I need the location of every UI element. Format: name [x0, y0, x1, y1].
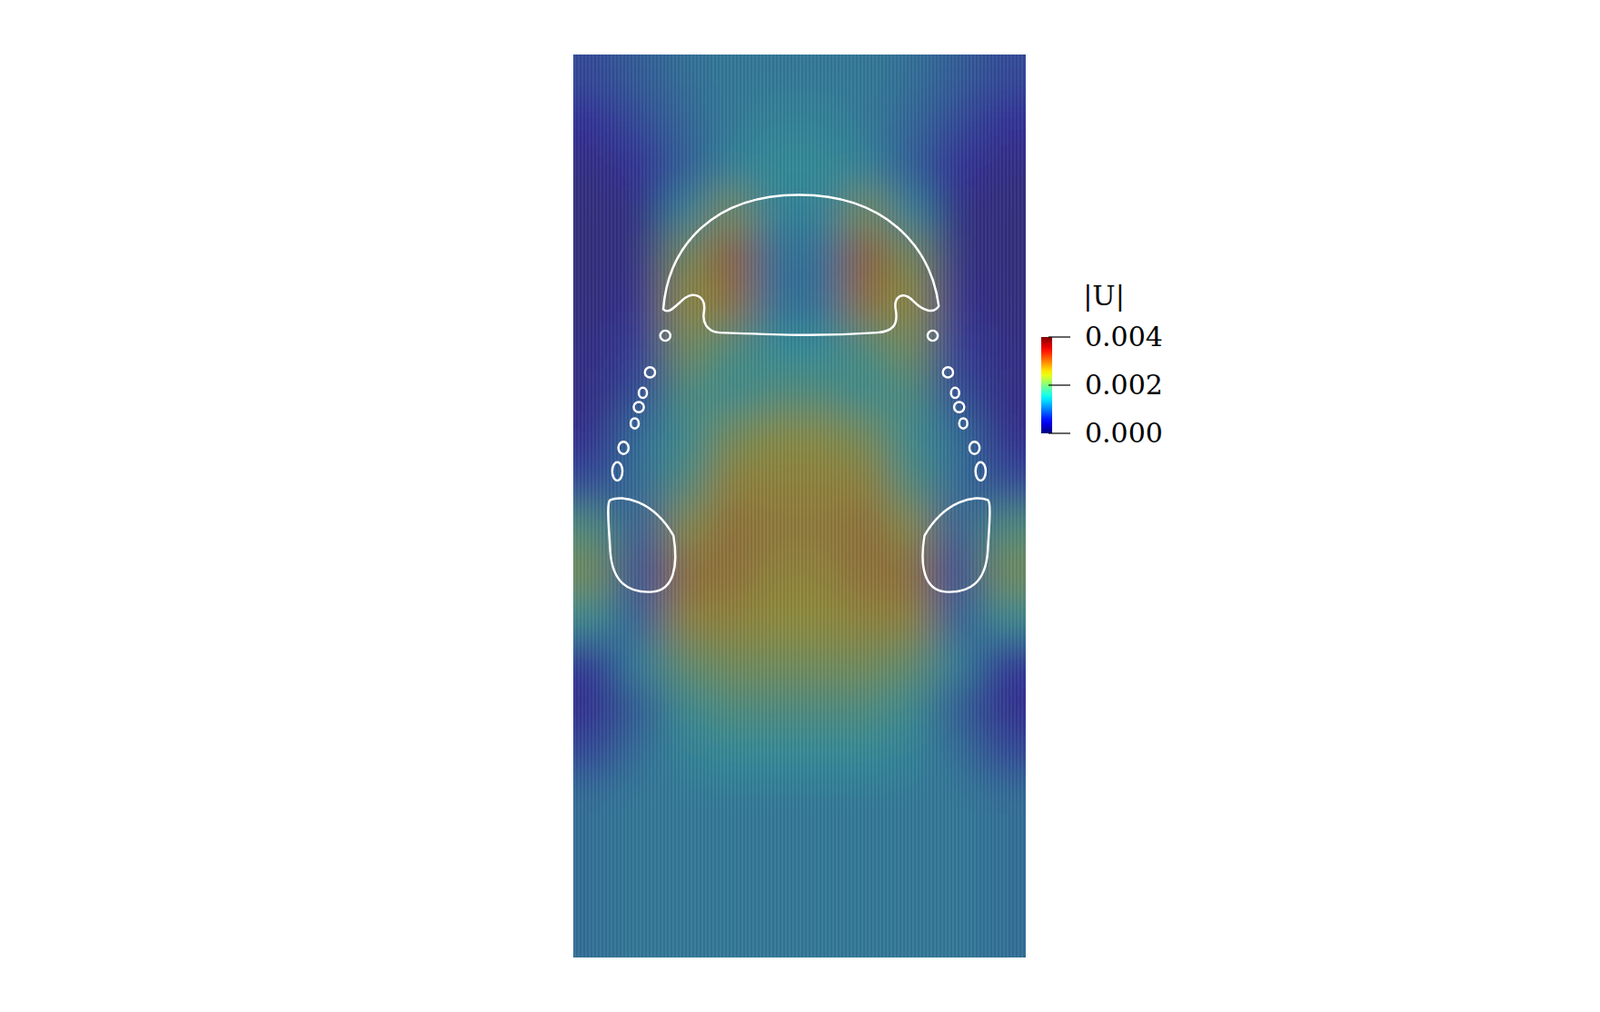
- satellite-droplet: [633, 401, 644, 412]
- satellite-droplet: [645, 367, 656, 378]
- satellite-droplet: [943, 367, 954, 378]
- colorbar-tick: [1048, 432, 1071, 434]
- colorbar-tick-label: 0.002: [1084, 368, 1163, 401]
- satellite-droplet: [951, 387, 960, 398]
- magnitude-cells: [573, 54, 1026, 958]
- satellite-droplet: [969, 441, 980, 454]
- colorbar-tick-label: 0.000: [1084, 417, 1163, 449]
- colorbar-title: |U|: [1083, 279, 1125, 312]
- figure: 0.000 0.002 0.004 |U|: [0, 0, 1600, 1012]
- skirt-lobe: [607, 497, 676, 592]
- satellite-droplet: [959, 417, 968, 428]
- colorbar-tick-label: 0.004: [1084, 320, 1163, 353]
- satellite-droplet: [630, 417, 639, 428]
- colorbar-tick: [1048, 384, 1071, 386]
- bubble-cap: [663, 195, 939, 336]
- interface-contours: [607, 195, 990, 593]
- satellite-droplet: [638, 387, 647, 398]
- colorbar: 0.000 0.002 0.004 |U|: [1041, 279, 1163, 449]
- satellite-droplet: [954, 401, 964, 412]
- satellite-droplet: [618, 441, 629, 454]
- satellite-droplet: [660, 330, 671, 341]
- satellite-droplet: [927, 330, 938, 341]
- satellite-droplet: [612, 462, 623, 481]
- colorbar-tick: [1048, 336, 1071, 338]
- field-background: [573, 54, 1026, 958]
- satellite-droplet: [975, 462, 986, 481]
- skirt-lobe: [922, 497, 990, 592]
- streamline-texture: [573, 54, 1026, 958]
- field: [573, 54, 1026, 958]
